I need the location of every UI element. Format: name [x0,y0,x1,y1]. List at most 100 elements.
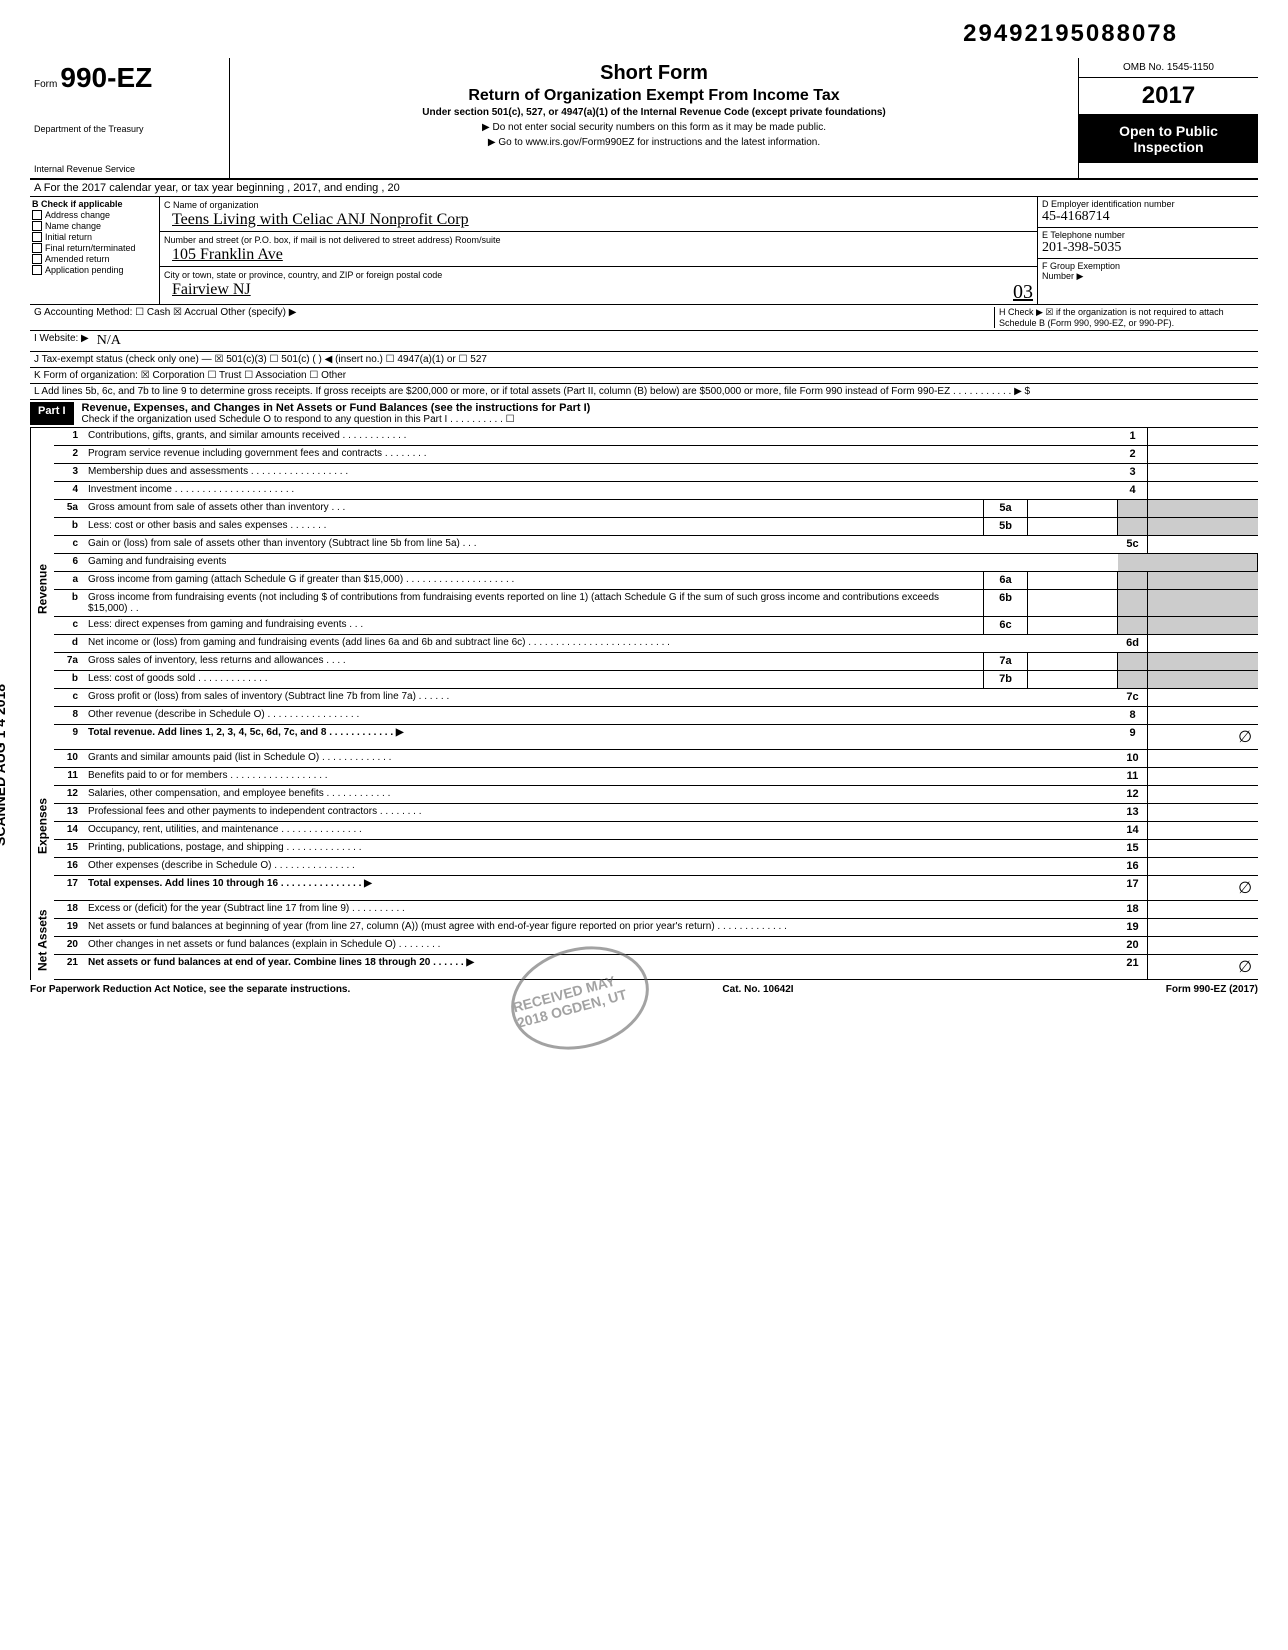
line-text: Gross profit or (loss) from sales of inv… [84,689,1118,706]
line-number: 1 [54,428,84,445]
checkbox-initial[interactable] [32,232,42,242]
line-row: 18Excess or (deficit) for the year (Subt… [54,901,1258,919]
row-i-label: I Website: ▶ [34,333,89,349]
line-text: Gaming and fundraising events [84,554,1118,571]
end-value[interactable] [1148,446,1258,463]
end-number: 19 [1118,919,1148,936]
mid-value[interactable] [1028,617,1118,634]
checkbox-final[interactable] [32,243,42,253]
checkbox-address[interactable] [32,210,42,220]
shaded-cell [1148,653,1258,670]
line-row: 17Total expenses. Add lines 10 through 1… [54,876,1258,901]
f-label: F Group Exemption [1042,261,1120,271]
end-value[interactable] [1148,858,1258,875]
end-value[interactable] [1148,635,1258,652]
omb-number: OMB No. 1545-1150 [1079,58,1258,78]
end-value[interactable] [1148,937,1258,954]
shaded-cell [1118,590,1148,616]
end-value[interactable] [1148,901,1258,918]
end-value[interactable]: ∅ [1148,725,1258,749]
line-number: c [54,617,84,634]
line-text: Less: cost of goods sold . . . . . . . .… [84,671,983,688]
line-row: 8Other revenue (describe in Schedule O) … [54,707,1258,725]
line-text: Gross amount from sale of assets other t… [84,500,983,517]
mid-value[interactable] [1028,590,1118,616]
mid-box: 6a [983,572,1028,589]
dept-irs: Internal Revenue Service [34,164,225,174]
expenses-label: Expenses [30,750,54,901]
end-number: 8 [1118,707,1148,724]
end-value[interactable] [1148,689,1258,706]
end-value[interactable] [1148,768,1258,785]
end-number: 3 [1118,464,1148,481]
line-text: Net assets or fund balances at beginning… [84,919,1118,936]
line-row: 9Total revenue. Add lines 1, 2, 3, 4, 5c… [54,725,1258,750]
row-k: K Form of organization: ☒ Corporation ☐ … [30,368,1258,384]
mid-value[interactable] [1028,653,1118,670]
end-value[interactable] [1148,482,1258,499]
cb-label-5: Application pending [45,265,124,275]
e-label: E Telephone number [1042,230,1125,240]
line-row: 4Investment income . . . . . . . . . . .… [54,482,1258,500]
footer-right: Form 990-EZ (2017) [1166,984,1258,995]
return-title: Return of Organization Exempt From Incom… [240,87,1068,105]
line-row: 15Printing, publications, postage, and s… [54,840,1258,858]
end-value[interactable]: ∅ [1148,955,1258,979]
line-text: Gain or (loss) from sale of assets other… [84,536,1118,553]
line-number: c [54,536,84,553]
line-number: 19 [54,919,84,936]
line-number: 12 [54,786,84,803]
end-value[interactable] [1148,804,1258,821]
shaded-cell [1148,671,1258,688]
part1-label: Part I [30,402,74,425]
end-value[interactable] [1148,919,1258,936]
line-text: Other revenue (describe in Schedule O) .… [84,707,1118,724]
line-text: Grants and similar amounts paid (list in… [84,750,1118,767]
line-number: a [54,572,84,589]
line-text: Other expenses (describe in Schedule O) … [84,858,1118,875]
shaded-cell [1148,572,1258,589]
end-value[interactable]: ∅ [1148,876,1258,900]
end-value[interactable] [1148,464,1258,481]
end-value[interactable] [1148,822,1258,839]
cb-label-4: Amended return [45,254,110,264]
mid-value[interactable] [1028,671,1118,688]
tax-year: 2017 [1079,78,1258,115]
line-number: 2 [54,446,84,463]
row-h: H Check ▶ ☒ if the organization is not r… [994,307,1254,328]
end-value[interactable] [1148,786,1258,803]
mid-value[interactable] [1028,500,1118,517]
row-g: G Accounting Method: ☐ Cash ☒ Accrual Ot… [34,307,994,328]
org-name: Teens Living with Celiac ANJ Nonprofit C… [172,211,469,228]
checkbox-amended[interactable] [32,254,42,264]
line-number: 6 [54,554,84,571]
cb-label-0: Address change [45,210,110,220]
shaded-cell [1118,554,1258,571]
mid-value[interactable] [1028,518,1118,535]
city-zip: 03 [1013,281,1033,304]
end-value[interactable] [1148,750,1258,767]
line-number: 18 [54,901,84,918]
mid-value[interactable] [1028,572,1118,589]
end-value[interactable] [1148,707,1258,724]
line-row: 14Occupancy, rent, utilities, and mainte… [54,822,1258,840]
b-header: B Check if applicable [32,199,157,209]
cb-label-3: Final return/terminated [45,243,136,253]
line-text: Gross sales of inventory, less returns a… [84,653,983,670]
form-header: Form 990-EZ Department of the Treasury I… [30,58,1258,180]
end-number: 18 [1118,901,1148,918]
street-label: Number and street (or P.O. box, if mail … [164,235,500,245]
ein-value: 45-4168714 [1042,209,1110,224]
form-number: 990-EZ [60,62,152,93]
shaded-cell [1118,518,1148,535]
open-public-2: Inspection [1087,139,1250,155]
end-value[interactable] [1148,840,1258,857]
line-text: Less: direct expenses from gaming and fu… [84,617,983,634]
checkbox-pending[interactable] [32,265,42,275]
checkbox-name[interactable] [32,221,42,231]
end-value[interactable] [1148,536,1258,553]
end-number: 21 [1118,955,1148,979]
notice-ssn: ▶ Do not enter social security numbers o… [240,122,1068,133]
end-value[interactable] [1148,428,1258,445]
line-row: cGain or (loss) from sale of assets othe… [54,536,1258,554]
